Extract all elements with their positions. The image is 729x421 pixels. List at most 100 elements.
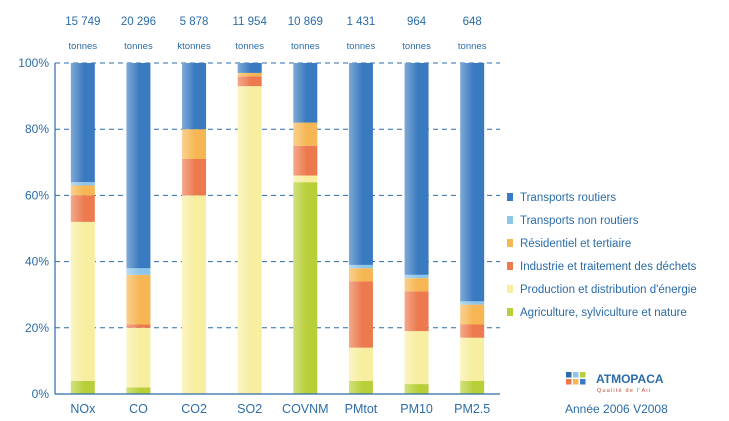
bar-segment [237, 76, 262, 87]
logo-square [580, 379, 586, 385]
legend-label: Production et distribution d'énergie [520, 284, 697, 296]
y-tick-label: 60% [25, 188, 49, 202]
x-category-label: PMtot [345, 402, 378, 416]
bar-segment [404, 63, 429, 275]
legend-swatch [507, 308, 513, 316]
logo-square [580, 372, 586, 378]
total-value-label: 20 296 [121, 16, 156, 28]
bar-segment [460, 337, 485, 381]
bar-segment [293, 122, 318, 146]
bar-segment [126, 274, 151, 325]
total-unit-label: ktonnes [177, 41, 211, 52]
legend-label: Transports non routiers [520, 215, 639, 227]
bar-segment [460, 380, 485, 394]
bar-segment [182, 63, 207, 130]
x-category-label: PM10 [400, 402, 433, 416]
bar-segment [70, 221, 95, 381]
y-tick-label: 20% [25, 321, 49, 335]
bar-segment [70, 195, 95, 222]
grid-layer [55, 62, 500, 329]
logo-square [566, 379, 572, 385]
logo-square [573, 372, 579, 378]
bar-segment [237, 86, 262, 395]
total-value-label: 648 [463, 16, 482, 28]
bar-segment [70, 185, 95, 196]
logo-name: ATMOPACA [596, 372, 664, 386]
bar-segment [237, 72, 262, 77]
x-category-label: NOx [70, 402, 96, 416]
legend-label: Résidentiel et tertiaire [520, 238, 631, 250]
bar-segment [404, 291, 429, 332]
y-tick-label: 100% [18, 56, 49, 70]
total-unit-label: tonnes [69, 41, 98, 52]
x-category-label: SO2 [237, 402, 262, 416]
axis-layer: 0% 20% 40% 60% 80% 100% NOx CO CO2 SO2 COVNM PMtot P… [18, 56, 500, 416]
legend: Transports routiers Transports non routie… [507, 192, 697, 319]
legend-swatch [507, 239, 513, 247]
bar-segment [348, 281, 373, 348]
bar-segment [404, 384, 429, 394]
total-unit-label: tonnes [347, 41, 376, 52]
logo-square [566, 372, 572, 378]
bar-segment [70, 380, 95, 394]
y-tick-label: 40% [25, 255, 49, 269]
bar-segment [293, 63, 318, 123]
bar-segment [70, 182, 95, 186]
x-category-label: COVNM [282, 402, 329, 416]
legend-swatch [507, 193, 513, 201]
bar-segment [182, 158, 207, 196]
bar-segment [126, 387, 151, 394]
total-unit-label: tonnes [402, 41, 431, 52]
bar-segment [404, 278, 429, 292]
bar-segment [460, 301, 485, 305]
footer-year-text: Année 2006 V2008 [565, 402, 668, 416]
total-value-label: 964 [407, 16, 427, 28]
bar-segment [126, 268, 151, 275]
bar-segment [348, 63, 373, 265]
x-category-label: PM2.5 [454, 402, 490, 416]
bar-segment [293, 175, 318, 183]
bar-segment [348, 347, 373, 381]
total-value-label: 1 431 [347, 16, 376, 28]
bar-segment [460, 324, 485, 338]
bar-segment [126, 324, 151, 328]
bar-segment [348, 380, 373, 394]
top-labels-layer: 15 749 tonnes 20 296 tonnes 5 878 ktonnes 11 9… [65, 16, 486, 52]
bar-segment [293, 182, 318, 394]
total-unit-label: tonnes [124, 41, 153, 52]
legend-label: Agriculture, sylviculture et nature [520, 307, 687, 319]
bar-segment [348, 264, 373, 269]
bar-segment [460, 63, 485, 302]
total-unit-label: tonnes [235, 41, 264, 52]
logo-square [573, 379, 579, 385]
total-unit-label: tonnes [291, 41, 320, 52]
total-unit-label: tonnes [458, 41, 487, 52]
bar-segment [404, 331, 429, 385]
bar-segment [460, 304, 485, 325]
y-tick-label: 0% [32, 387, 50, 401]
x-category-label: CO [129, 402, 148, 416]
bar-segment [182, 129, 207, 159]
legend-swatch [507, 216, 513, 224]
bar-segment [126, 63, 151, 269]
legend-swatch [507, 285, 513, 293]
y-tick-label: 80% [25, 122, 49, 136]
logo-tagline: Qualité de l'Air [597, 388, 652, 394]
total-value-label: 11 954 [233, 16, 268, 28]
total-value-label: 5 878 [180, 16, 209, 28]
atmopaca-logo: ATMOPACA Qualité de l'Air [566, 372, 664, 394]
bar-segment [182, 195, 207, 394]
total-value-label: 15 749 [65, 16, 100, 28]
x-category-label: CO2 [181, 402, 207, 416]
bar-segment [293, 145, 318, 176]
bar-segment [126, 327, 151, 388]
bar-segment [237, 63, 262, 73]
legend-label: Transports routiers [520, 192, 616, 204]
logo-squares-icon [566, 372, 586, 385]
legend-label: Industrie et traitement des déchets [520, 261, 697, 273]
total-value-label: 10 869 [288, 16, 323, 28]
bar-segment [70, 63, 95, 183]
bar-segment [348, 268, 373, 282]
